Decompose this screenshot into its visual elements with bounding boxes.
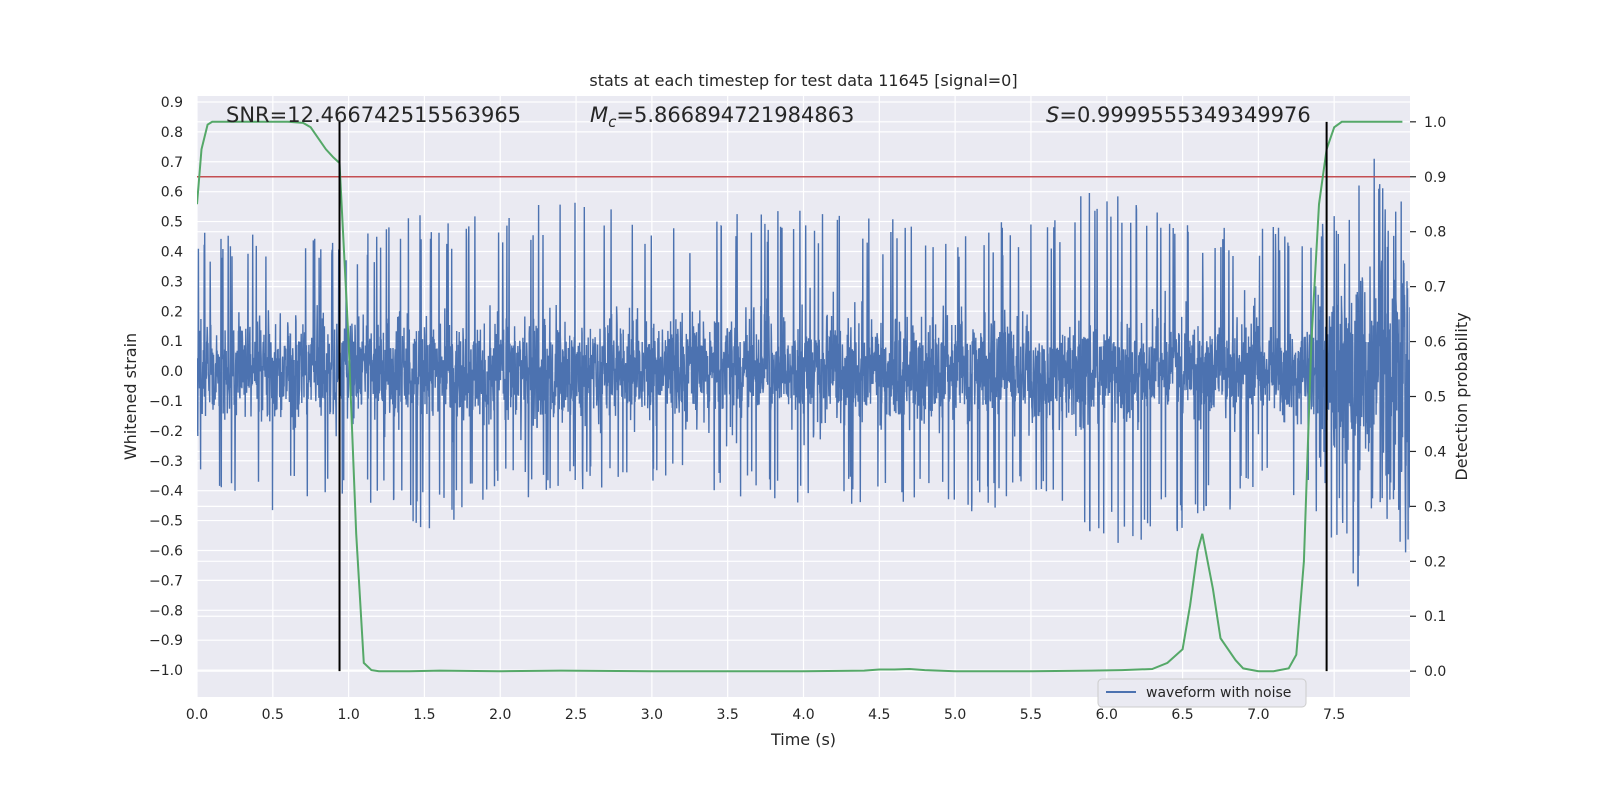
y2-tick-label: 0.7 — [1424, 280, 1446, 296]
y-tick-label: −0.4 — [149, 484, 183, 500]
y2-axis-label: Detection probability — [1452, 312, 1471, 480]
x-tick-label: 2.5 — [565, 707, 587, 723]
x-tick-label: 6.5 — [1171, 707, 1193, 723]
legend-label-waveform: waveform with noise — [1146, 685, 1291, 701]
chirp-mass-value: =5.866894721984863 — [616, 103, 854, 127]
detection-markers — [338, 121, 1328, 672]
y-tick-label: 0.2 — [161, 304, 183, 320]
plot-area — [197, 120, 1410, 673]
x-tick-label: 2.0 — [489, 707, 511, 723]
y-tick-label: 0.8 — [161, 125, 183, 141]
y-tick-label: 0.5 — [161, 215, 183, 231]
y-tick-label: 0.9 — [161, 95, 183, 111]
y2-tick-label: 0.6 — [1424, 335, 1446, 351]
y-tick-label: −0.9 — [149, 633, 183, 649]
x-tick-label: 5.0 — [944, 707, 966, 723]
waveform-series-line — [197, 158, 1410, 587]
s-annotation: S=0.9999555349349976 — [1046, 103, 1311, 127]
y2-tick-label: 0.4 — [1424, 444, 1446, 460]
x-tick-label: 4.0 — [792, 707, 814, 723]
y2-tick-label: 1.0 — [1424, 115, 1446, 131]
y-tick-label: −0.5 — [149, 514, 183, 530]
y-tick-label: 0.3 — [161, 274, 183, 290]
legend-box — [1097, 678, 1307, 708]
x-tick-label: 3.5 — [717, 707, 739, 723]
y-tick-label: 0.1 — [161, 334, 183, 350]
s-value: =0.9999555349349976 — [1059, 103, 1310, 127]
y-tick-label: −0.1 — [149, 394, 183, 410]
x-tick-label: 1.0 — [337, 707, 359, 723]
y2-tick-label: 0.0 — [1424, 664, 1446, 680]
y-axis-right: 0.0 0.1 0.2 0.3 0.4 0.5 0.6 0.7 0.8 0.9 1.0 — [1410, 115, 1446, 680]
x-tick-label: 3.0 — [641, 707, 663, 723]
legend: waveform with noise — [1097, 678, 1307, 708]
y2-tick-label: 0.9 — [1424, 170, 1446, 186]
x-tick-label: 0.5 — [262, 707, 284, 723]
x-tick-label: 5.5 — [1020, 707, 1042, 723]
y-tick-label: −0.3 — [149, 454, 183, 470]
x-tick-label: 4.5 — [868, 707, 890, 723]
y-tick-label: −0.7 — [149, 573, 183, 589]
y2-tick-label: 0.5 — [1424, 390, 1446, 406]
s-symbol: S — [1046, 103, 1059, 127]
x-axis-label: Time (s) — [770, 730, 836, 749]
x-tick-label: 1.5 — [413, 707, 435, 723]
y-tick-label: −1.0 — [149, 663, 183, 679]
y-tick-label: 0.0 — [161, 364, 183, 380]
y-axis-left: 0.9 0.8 0.7 0.6 0.5 0.4 0.3 0.2 0.1 0.0 −0.1 −0.2 −0… — [149, 95, 183, 679]
y-tick-label: 0.4 — [161, 244, 183, 260]
y-axis-label: Whitened strain — [121, 333, 140, 460]
y-tick-label: −0.2 — [149, 424, 183, 440]
y-tick-label: 0.7 — [161, 155, 183, 171]
y2-tick-label: 0.3 — [1424, 499, 1446, 515]
x-axis: 0.0 0.5 1.0 1.5 2.0 2.5 3.0 3.5 4.0 4.5 5.0 5.5 6.0 6… — [186, 707, 1345, 723]
y2-tick-label: 0.8 — [1424, 225, 1446, 241]
chart-title: stats at each timestep for test data 116… — [589, 71, 1017, 90]
snr-annotation: SNR=12.466742515563965 — [226, 103, 521, 127]
chirp-mass-symbol: M — [590, 103, 608, 127]
y-tick-label: 0.6 — [161, 185, 183, 201]
x-tick-label: 6.0 — [1096, 707, 1118, 723]
x-tick-label: 0.0 — [186, 707, 208, 723]
x-tick-label: 7.5 — [1323, 707, 1345, 723]
y-tick-label: −0.6 — [149, 543, 183, 559]
chirp-mass-annotation: Mc=5.866894721984863 — [590, 103, 854, 131]
probability-series-line — [197, 120, 1403, 673]
chirp-mass-subscript: c — [608, 113, 617, 131]
y2-tick-label: 0.2 — [1424, 554, 1446, 570]
y2-tick-label: 0.1 — [1424, 609, 1446, 625]
x-tick-label: 7.0 — [1247, 707, 1269, 723]
y-tick-label: −0.8 — [149, 603, 183, 619]
